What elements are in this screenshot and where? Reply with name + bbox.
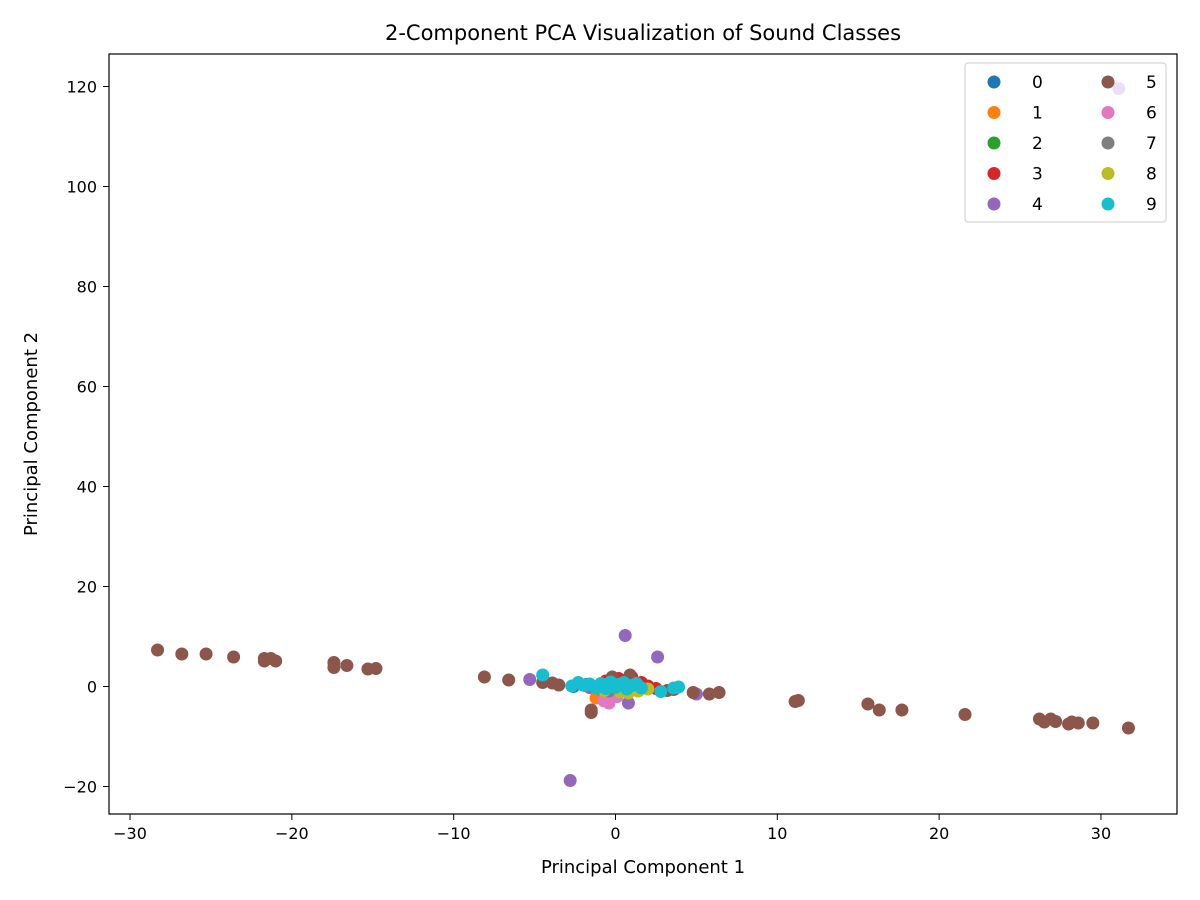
point-class-5 (502, 673, 516, 687)
point-class-5 (477, 670, 491, 684)
x-tick-label: 20 (929, 824, 949, 843)
legend-marker-0 (987, 75, 1001, 89)
legend-marker-6 (1101, 106, 1115, 119)
chart-title: 2-Component PCA Visualization of Sound C… (385, 21, 901, 45)
y-tick-label: −20 (63, 778, 97, 797)
legend-marker-3 (987, 167, 1001, 180)
legend-label-1: 1 (1032, 104, 1043, 124)
point-class-5 (1049, 715, 1063, 728)
point-class-9 (536, 668, 550, 682)
point-class-4 (621, 696, 635, 710)
legend-label-9: 9 (1146, 195, 1157, 215)
point-class-5 (791, 694, 805, 707)
plot-frame (108, 53, 1178, 815)
legend-label-4: 4 (1032, 195, 1043, 215)
point-class-4 (618, 629, 632, 642)
point-class-5 (1071, 716, 1085, 730)
points-layer (151, 82, 1135, 787)
legend-frame (964, 62, 1167, 223)
x-axis-label: Principal Component 1 (541, 857, 745, 878)
legend-label-2: 2 (1032, 134, 1043, 154)
x-tick-label: 30 (1091, 824, 1111, 843)
legend-label-8: 8 (1146, 165, 1157, 185)
point-class-4 (523, 673, 537, 686)
legend-marker-2 (987, 136, 1001, 150)
point-class-5 (958, 708, 972, 721)
x-tick-label: −30 (113, 824, 147, 843)
point-class-5 (861, 697, 875, 711)
point-class-5 (686, 686, 700, 699)
legend-marker-8 (1101, 167, 1115, 180)
point-class-4 (651, 650, 665, 664)
legend-marker-7 (1101, 136, 1115, 150)
legend-marker-9 (1101, 197, 1115, 211)
point-class-5 (872, 703, 886, 717)
x-tick-label: 10 (767, 824, 787, 843)
point-class-5 (1086, 716, 1100, 730)
point-class-4 (563, 774, 577, 787)
point-class-5 (340, 659, 354, 672)
point-class-5 (552, 678, 566, 692)
legend-label-7: 7 (1146, 134, 1157, 154)
legend-marker-1 (987, 106, 1001, 119)
y-tick-label: 120 (66, 78, 97, 97)
y-tick-label: 20 (77, 578, 97, 597)
legend-label-5: 5 (1146, 73, 1157, 93)
point-class-5 (151, 643, 165, 657)
point-class-5 (227, 650, 241, 664)
y-axis-ticks: −20 0 20 40 60 80 100 120 (63, 78, 109, 797)
legend-marker-4 (987, 197, 1001, 211)
x-tick-label: −10 (437, 824, 471, 843)
legend-marker-5 (1101, 75, 1115, 89)
y-tick-label: 80 (77, 278, 97, 297)
y-tick-label: 0 (87, 678, 97, 697)
y-tick-label: 40 (77, 478, 97, 497)
point-class-5 (327, 661, 341, 674)
legend-label-0: 0 (1032, 73, 1043, 93)
point-class-5 (1121, 721, 1135, 735)
point-class-9 (578, 679, 592, 692)
x-axis-ticks: −30 −20 −10 0 10 20 30 (113, 814, 1111, 843)
y-axis-label: Principal Component 2 (21, 332, 42, 536)
point-class-9 (634, 681, 648, 695)
point-class-5 (702, 687, 716, 701)
y-tick-label: 100 (66, 178, 97, 197)
point-class-5 (369, 662, 383, 675)
x-tick-label: 0 (610, 824, 620, 843)
point-class-5 (712, 686, 726, 699)
point-class-5 (175, 647, 189, 661)
x-tick-label: −20 (275, 824, 309, 843)
point-class-5 (199, 647, 213, 661)
point-class-5 (895, 703, 909, 717)
y-tick-label: 60 (77, 378, 97, 397)
legend-label-6: 6 (1146, 104, 1157, 124)
legend-label-3: 3 (1032, 165, 1043, 185)
legend: 0 1 2 3 4 5 6 7 8 9 (964, 62, 1167, 223)
point-class-5 (584, 706, 598, 719)
point-class-9 (672, 680, 686, 694)
point-class-9 (654, 685, 668, 698)
point-class-5 (269, 654, 283, 668)
